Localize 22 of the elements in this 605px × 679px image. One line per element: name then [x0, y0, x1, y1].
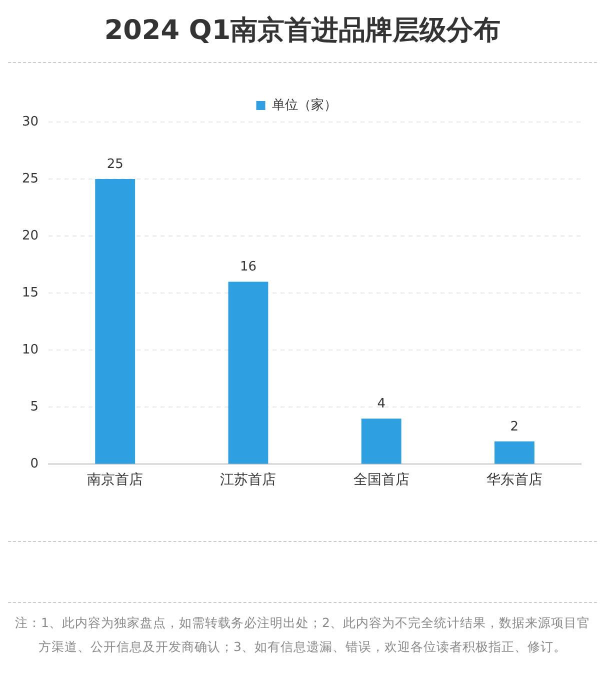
text: 注：1、此内容为独家盘点，如需转载务必注明出处；2、此内容为不完全统计结果，数据来源项目官方渠道、公开信息及开发商确认；3、如有信息遗漏、错误，欢迎各位读者积极指正、修订。	[8, 602, 597, 667]
legend-label: 单位（家）	[272, 96, 337, 113]
y-tick-label: 15	[22, 285, 39, 300]
data-label: 25	[106, 156, 124, 172]
y-tick-label: 5	[30, 400, 39, 415]
x-tick-label: 南京首店	[87, 472, 144, 488]
y-tick-label: 20	[22, 228, 39, 244]
x-tick-label: 江苏首店	[220, 472, 276, 488]
bar	[361, 418, 402, 464]
bar	[95, 179, 136, 464]
data-label: 4	[377, 396, 386, 412]
data-label: 2	[510, 419, 519, 434]
x-tick-label: 全国首店	[353, 472, 410, 488]
bar	[494, 441, 534, 464]
y-tick-label: 0	[30, 456, 39, 472]
y-tick-label: 30	[22, 114, 39, 130]
bar	[228, 282, 268, 464]
chart-title: 2024 Q1南京首进品牌层级分布	[8, 8, 597, 63]
y-tick-label: 10	[22, 342, 39, 358]
x-tick-label: 华东首店	[486, 472, 542, 488]
data-label: 16	[240, 260, 256, 275]
y-tick-label: 25	[22, 171, 39, 186]
